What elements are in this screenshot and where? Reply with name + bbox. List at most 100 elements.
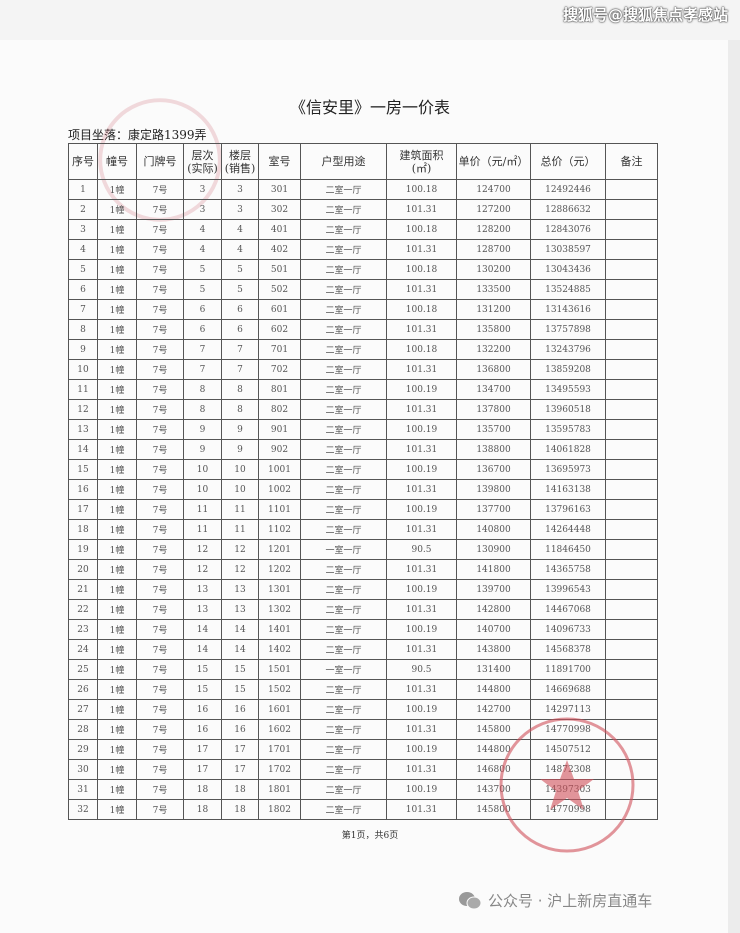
cell-unit-type: 二室一厅: [300, 779, 387, 800]
cell-unit-type: 二室一厅: [300, 279, 387, 300]
cell-unit-type: 二室一厅: [300, 259, 387, 280]
cell-room-no: 702: [258, 359, 301, 380]
cell-unit-price: 131200: [456, 299, 531, 320]
cell-unit-price: 137700: [456, 499, 531, 520]
cell-unit-type: 二室一厅: [300, 639, 387, 660]
cell-room-no: 1602: [258, 719, 301, 740]
cell-floor-sales: 16: [221, 699, 259, 720]
cell-building: 1幢: [97, 259, 137, 280]
page-title: 《信安里》一房一价表: [289, 98, 450, 117]
cell-floor-sales: 4: [221, 239, 259, 260]
cell-room-no: 1702: [258, 759, 301, 780]
cell-room-no: 1002: [258, 479, 301, 500]
cell-building: 1幢: [97, 519, 137, 540]
cell-floor-actual: 15: [183, 659, 222, 680]
cell-remarks: [605, 659, 658, 680]
cell-building: 1幢: [97, 379, 137, 400]
cell-seq: 10: [68, 359, 98, 380]
watermark-top: 搜狐号@搜狐焦点孝感站: [562, 6, 728, 24]
cell-remarks: [605, 179, 658, 200]
cell-unit-type: 二室一厅: [300, 479, 387, 500]
cell-total-price: 13695973: [530, 459, 606, 480]
cell-seq: 4: [68, 239, 98, 260]
table-header-row: 序号 幢号 门牌号 层次 (实际) 楼层 (销售) 室号 户型用途 建筑面积 (㎡) 单价（元/…: [68, 143, 658, 180]
cell-door-no: 7号: [136, 799, 184, 820]
cell-area: 90.5: [386, 539, 457, 560]
cell-unit-price: 133500: [456, 279, 531, 300]
cell-door-no: 7号: [136, 739, 184, 760]
cell-door-no: 7号: [136, 379, 184, 400]
cell-room-no: 401: [258, 219, 301, 240]
cell-room-no: 1101: [258, 499, 301, 520]
cell-seq: 32: [68, 799, 98, 820]
cell-unit-type: 二室一厅: [300, 699, 387, 720]
cell-seq: 3: [68, 219, 98, 240]
table-body: 1 1幢 7号 3 3 301 二室一厅 100.18 124700 12492446 2 1幢 7号 3…: [68, 179, 658, 820]
cell-area: 100.18: [386, 219, 457, 240]
cell-seq: 7: [68, 299, 98, 320]
cell-floor-sales: 15: [221, 659, 259, 680]
cell-total-price: 13038597: [530, 239, 606, 260]
cell-unit-type: 二室一厅: [300, 759, 387, 780]
table-row: 22 1幢 7号 13 13 1302 二室一厅 101.31 142800 14467068: [68, 599, 658, 620]
cell-area: 100.19: [386, 379, 457, 400]
cell-remarks: [605, 759, 658, 780]
cell-door-no: 7号: [136, 199, 184, 220]
cell-seq: 17: [68, 499, 98, 520]
cell-room-no: 602: [258, 319, 301, 340]
cell-total-price: 14365758: [530, 559, 606, 580]
cell-door-no: 7号: [136, 359, 184, 380]
page-edge: [728, 40, 740, 933]
cell-area: 101.31: [386, 439, 457, 460]
table-row: 30 1幢 7号 17 17 1702 二室一厅 101.31 146800 14872308: [68, 759, 658, 780]
cell-building: 1幢: [97, 619, 137, 640]
cell-door-no: 7号: [136, 419, 184, 440]
table-row: 12 1幢 7号 8 8 802 二室一厅 101.31 137800 13960518: [68, 399, 658, 420]
cell-building: 1幢: [97, 779, 137, 800]
cell-total-price: 13495593: [530, 379, 606, 400]
table-row: 3 1幢 7号 4 4 401 二室一厅 100.18 128200 12843076: [68, 219, 658, 240]
cell-building: 1幢: [97, 699, 137, 720]
project-location: 项目坐落：康定路1399弄: [68, 128, 207, 142]
cell-floor-actual: 18: [183, 779, 222, 800]
cell-remarks: [605, 679, 658, 700]
cell-total-price: 14397303: [530, 779, 606, 800]
cell-total-price: 11846450: [530, 539, 606, 560]
cell-remarks: [605, 519, 658, 540]
cell-area: 100.19: [386, 579, 457, 600]
cell-unit-price: 145800: [456, 719, 531, 740]
cell-total-price: 12843076: [530, 219, 606, 240]
cell-area: 100.19: [386, 459, 457, 480]
cell-remarks: [605, 379, 658, 400]
cell-room-no: 701: [258, 339, 301, 360]
cell-floor-actual: 4: [183, 219, 222, 240]
column-header: 建筑面积 (㎡): [386, 143, 457, 180]
cell-unit-type: 二室一厅: [300, 579, 387, 600]
cell-room-no: 1601: [258, 699, 301, 720]
cell-floor-actual: 10: [183, 479, 222, 500]
cell-total-price: 14507512: [530, 739, 606, 760]
cell-remarks: [605, 199, 658, 220]
cell-area: 100.19: [386, 699, 457, 720]
table-row: 14 1幢 7号 9 9 902 二室一厅 101.31 138800 14061828: [68, 439, 658, 460]
cell-floor-actual: 10: [183, 459, 222, 480]
cell-room-no: 802: [258, 399, 301, 420]
cell-room-no: 1301: [258, 579, 301, 600]
cell-door-no: 7号: [136, 759, 184, 780]
table-row: 15 1幢 7号 10 10 1001 二室一厅 100.19 136700 13695973: [68, 459, 658, 480]
cell-floor-actual: 8: [183, 379, 222, 400]
cell-door-no: 7号: [136, 499, 184, 520]
table-row: 32 1幢 7号 18 18 1802 二室一厅 101.31 145800 14770998: [68, 799, 658, 820]
cell-floor-sales: 9: [221, 419, 259, 440]
cell-seq: 23: [68, 619, 98, 640]
cell-total-price: 13960518: [530, 399, 606, 420]
cell-seq: 20: [68, 559, 98, 580]
cell-total-price: 14568378: [530, 639, 606, 660]
cell-seq: 25: [68, 659, 98, 680]
cell-remarks: [605, 479, 658, 500]
cell-room-no: 1001: [258, 459, 301, 480]
column-header: 总价（元）: [530, 143, 606, 180]
cell-seq: 19: [68, 539, 98, 560]
cell-floor-actual: 17: [183, 759, 222, 780]
cell-area: 100.18: [386, 339, 457, 360]
